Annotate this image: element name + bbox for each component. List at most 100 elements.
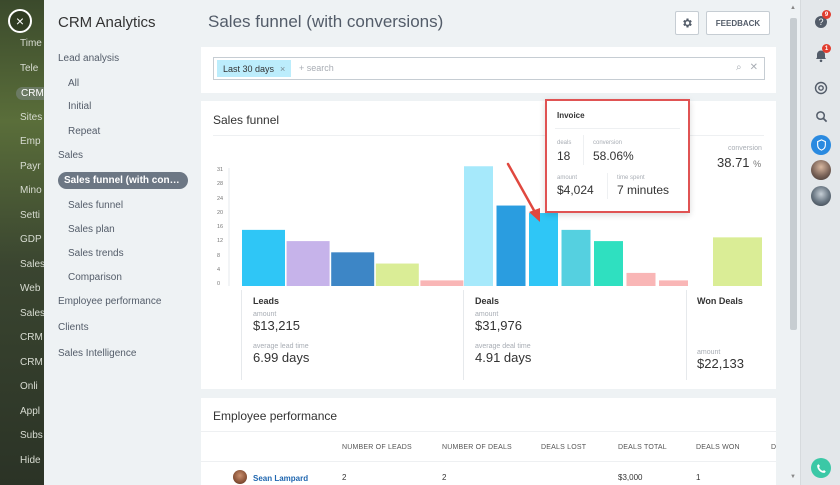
- filter-tag-period[interactable]: Last 30 days ×: [217, 60, 292, 77]
- background-menu-item: Sites: [20, 111, 43, 123]
- sidebar-item-comparison[interactable]: Comparison: [68, 272, 122, 283]
- scrollbar[interactable]: ▲ ▼: [789, 4, 798, 485]
- tooltip-time: 7 minutes: [617, 183, 670, 197]
- deals-title: Deals: [475, 296, 500, 306]
- close-slider-button[interactable]: ×: [8, 9, 32, 33]
- scroll-down-icon[interactable]: ▼: [790, 474, 796, 480]
- funnel-bar-deals[interactable]: [594, 241, 623, 286]
- scroll-thumb[interactable]: [790, 18, 797, 330]
- background-menu-item: Onli: [20, 381, 38, 392]
- sidebar-item-initial[interactable]: Initial: [68, 101, 92, 112]
- funnel-bar-leads[interactable]: [286, 241, 330, 286]
- phone-icon[interactable]: [811, 458, 831, 478]
- y-tick-label: 0: [217, 281, 221, 287]
- search-placeholder[interactable]: + search: [299, 63, 334, 73]
- tooltip-amount-label: amount: [557, 175, 578, 181]
- y-tick-label: 4: [217, 266, 221, 273]
- background-app-menu: Time Tele CRM Sites Emp Payr Mino Setti GDP Sales…: [0, 0, 44, 485]
- leads-amount-label: amount: [253, 311, 277, 318]
- leads-title: Leads: [253, 296, 280, 306]
- deal-time-label: average deal time: [475, 343, 531, 350]
- funnel-bar-leads[interactable]: [420, 280, 464, 286]
- funnel-bar-deals[interactable]: [464, 166, 493, 286]
- column-header[interactable]: NUMBER OF DEALS: [442, 444, 512, 451]
- divider: [241, 290, 242, 380]
- feedback-button[interactable]: FEEDBACK: [706, 11, 770, 35]
- column-header[interactable]: DEALS TOTAL: [618, 444, 667, 451]
- background-menu-item: Hide: [20, 454, 41, 466]
- background-menu-item: Time: [20, 38, 42, 49]
- sidebar-item-repeat[interactable]: Repeat: [68, 126, 101, 137]
- cell-leads: 2: [342, 473, 347, 482]
- search-icon[interactable]: ⌕: [736, 62, 742, 73]
- column-header[interactable]: DEALS LOST: [541, 444, 587, 451]
- background-menu-item: Payr: [20, 160, 41, 172]
- lead-time-label: average lead time: [253, 343, 309, 350]
- scroll-up-icon[interactable]: ▲: [790, 5, 796, 11]
- bell-badge: 1: [822, 44, 831, 53]
- column-header[interactable]: NUMBER OF LEADS: [342, 444, 412, 451]
- deals-stats: Deals amount $31,976 average deal time 4…: [475, 296, 531, 365]
- sidebar-item-lead-analysis[interactable]: Lead analysis: [58, 53, 120, 64]
- y-tick-label: 24: [217, 195, 224, 202]
- funnel-bar-deals[interactable]: [496, 205, 526, 286]
- cell-won: 1: [696, 473, 701, 482]
- funnel-bar-deals[interactable]: [561, 229, 591, 286]
- y-tick-label: 8: [217, 252, 221, 259]
- divider: [201, 431, 776, 432]
- employee-name-link[interactable]: Sean Lampard: [253, 474, 309, 483]
- background-menu-item: Appl: [20, 405, 41, 417]
- won-deals-stats: Won Deals amount $22,133: [697, 296, 744, 371]
- sidebar-item-all[interactable]: All: [68, 78, 80, 89]
- sidebar-item-sales-funnel[interactable]: Sales funnel: [68, 200, 124, 211]
- funnel-bar-leads[interactable]: [242, 229, 285, 286]
- search-icon[interactable]: [813, 108, 829, 124]
- funnel-bar-deals[interactable]: [659, 280, 688, 286]
- filter-search-field[interactable]: Last 30 days × + search ⌕ ✕: [213, 57, 765, 80]
- background-menu-item: CRM: [20, 356, 43, 368]
- sidebar-item-sales-funnel-with-conve[interactable]: Sales funnel (with conve...: [58, 172, 188, 189]
- avatar[interactable]: [811, 186, 831, 206]
- funnel-bar-deals[interactable]: [529, 213, 558, 286]
- background-menu-item: Emp: [20, 136, 41, 147]
- filter-bar: Last 30 days × + search ⌕ ✕: [201, 47, 776, 93]
- page-title: Sales funnel (with conversions): [208, 12, 444, 31]
- y-tick-label: 28: [217, 181, 224, 188]
- background-menu-item: Mino: [20, 185, 42, 196]
- remove-tag-icon[interactable]: ×: [280, 63, 286, 74]
- sidebar-item-sales-intelligence[interactable]: Sales Intelligence: [58, 348, 137, 359]
- tooltip-deals-label: deals: [557, 140, 572, 146]
- y-tick-label: 31: [217, 167, 224, 173]
- sidebar-item-sales-trends[interactable]: Sales trends: [68, 248, 124, 259]
- tooltip-conversion: 58.06%: [593, 149, 634, 163]
- deals-amount-label: amount: [475, 311, 499, 318]
- funnel-bar-leads[interactable]: [375, 263, 419, 286]
- tooltip-time-label: time spent: [617, 175, 645, 181]
- background-menu-item: GDP: [20, 234, 42, 245]
- conversion-label: conversion: [728, 145, 762, 152]
- settings-button[interactable]: [675, 11, 699, 35]
- background-menu-item: Web: [20, 283, 41, 294]
- clear-icon[interactable]: ✕: [749, 62, 758, 73]
- funnel-bar-leads[interactable]: [331, 252, 375, 286]
- divider: [463, 290, 464, 380]
- at-sign-icon[interactable]: [813, 80, 829, 96]
- sidebar-item-sales-plan[interactable]: Sales plan: [68, 224, 115, 235]
- cell-deals: 2: [442, 473, 447, 482]
- funnel-bar-won-deals[interactable]: [713, 237, 762, 286]
- won-amount: $22,133: [697, 356, 744, 371]
- won-deals-title: Won Deals: [697, 296, 743, 306]
- divider: [583, 135, 584, 165]
- funnel-bar-deals[interactable]: [626, 272, 656, 286]
- column-header[interactable]: DEALS WON: [696, 444, 740, 451]
- sidebar-item-sales[interactable]: Sales: [58, 150, 84, 161]
- y-tick-label: 12: [217, 238, 224, 245]
- bell-icon[interactable]: 1: [813, 44, 831, 64]
- sidebar-item-clients[interactable]: Clients: [58, 322, 89, 333]
- help-icon[interactable]: ? 9: [813, 10, 831, 30]
- tooltip-conversion-label: conversion: [593, 140, 623, 146]
- sidebar-item-employee-performance[interactable]: Employee performance: [58, 296, 162, 307]
- avatar[interactable]: [811, 160, 831, 180]
- column-header[interactable]: D: [771, 444, 777, 451]
- shield-icon[interactable]: [811, 135, 831, 155]
